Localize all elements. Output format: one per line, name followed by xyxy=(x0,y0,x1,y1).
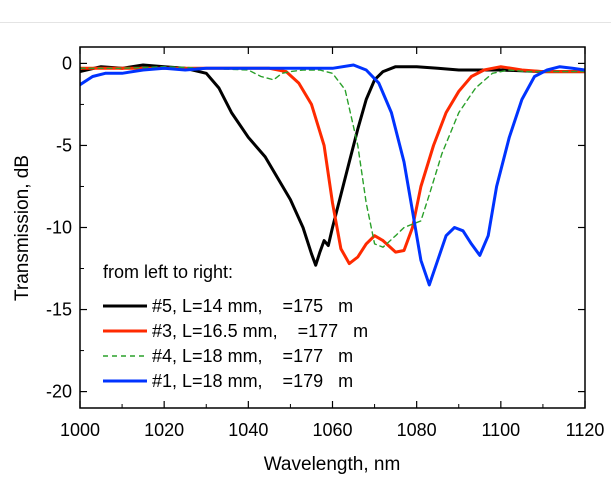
y-tick-label: -10 xyxy=(46,218,72,238)
legend-title: from left to right: xyxy=(103,262,233,282)
series-layer xyxy=(80,63,585,287)
series-line-3 xyxy=(80,66,585,248)
x-axis-label: Wavelength, nm xyxy=(264,454,401,475)
legend: from left to right: #5, L=14 mm, =175 m #… xyxy=(103,262,368,391)
x-tick-label: 1100 xyxy=(481,420,520,440)
legend-label-4: #1, L=18 mm, =179 m xyxy=(152,371,353,391)
x-tick-label: 1020 xyxy=(144,420,184,440)
y-tick-label: 0 xyxy=(62,53,72,73)
x-tick-label: 1000 xyxy=(60,420,100,440)
x-tick-label: 1040 xyxy=(228,420,268,440)
series-line-1 xyxy=(80,63,585,267)
y-axis-label: Transmission, dB xyxy=(12,155,33,301)
legend-label-2: #3, L=16.5 mm, =177 m xyxy=(152,321,368,341)
series-line-4 xyxy=(80,63,585,287)
y-tick-label: -20 xyxy=(46,382,72,402)
y-tick-label: -15 xyxy=(46,300,72,320)
y-tick-label: -5 xyxy=(56,135,72,155)
legend-label-3: #4, L=18 mm, =177 m xyxy=(152,346,353,366)
ticks-layer: 1000 1020 1040 1060 1080 1100 1120 0 -5 -10 -15 -20 xyxy=(46,47,604,440)
top-toolbar-strip xyxy=(0,0,611,23)
x-tick-label: 1080 xyxy=(397,420,437,440)
x-tick-label: 1060 xyxy=(312,420,352,440)
legend-label-1: #5, L=14 mm, =175 m xyxy=(152,296,353,316)
x-tick-label: 1120 xyxy=(566,420,605,440)
